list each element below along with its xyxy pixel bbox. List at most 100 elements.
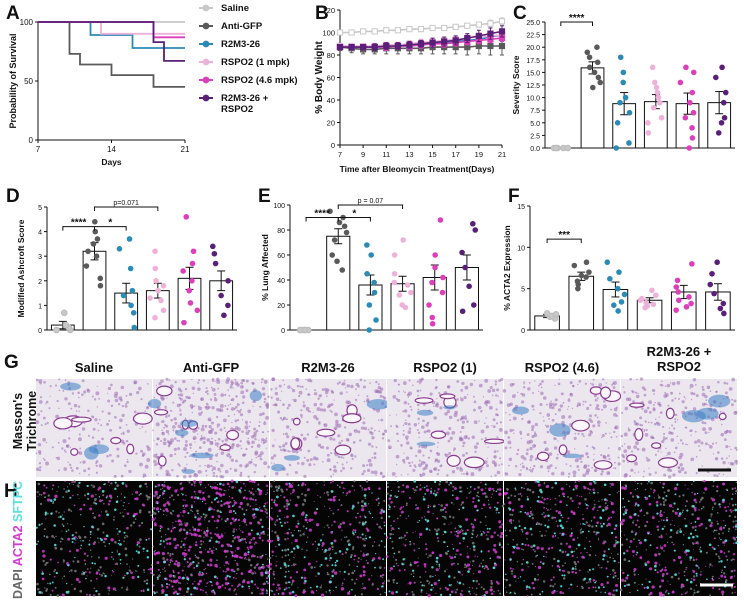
- acta2-speck: [451, 543, 454, 545]
- tissue-speck: [543, 396, 547, 400]
- tissue-speck: [329, 437, 333, 441]
- tissue-speck: [521, 462, 524, 465]
- dapi-speck: [338, 498, 341, 501]
- acta2-speck: [271, 550, 274, 554]
- tissue-speck: [565, 463, 568, 465]
- tissue-speck: [146, 458, 151, 462]
- tissue-speck: [208, 430, 213, 434]
- sftpc-speck: [80, 514, 82, 516]
- tissue-speck: [58, 378, 61, 381]
- acta2-speck: [193, 479, 196, 483]
- tissue-speck: [354, 398, 358, 402]
- acta2-speck: [438, 503, 440, 506]
- acta2-speck: [430, 491, 433, 495]
- tissue-speck: [532, 467, 535, 470]
- sftpc-speck: [392, 533, 394, 535]
- dapi-speck: [550, 508, 552, 510]
- data-point-antigfp: [336, 219, 343, 226]
- legend-marker-combo: [202, 94, 210, 102]
- acta2-speck: [241, 520, 243, 522]
- tissue-speck: [273, 454, 277, 458]
- dapi-speck: [323, 481, 325, 483]
- acta2-speck: [172, 579, 176, 584]
- tissue-speck: [299, 385, 302, 388]
- dapi-speck: [521, 548, 523, 551]
- tissue-speck: [318, 394, 322, 398]
- acta2-speck: [291, 579, 295, 583]
- acta2-speck: [259, 555, 263, 559]
- tissue-speck: [152, 429, 154, 432]
- acta2-speck: [559, 591, 563, 594]
- sftpc-speck: [424, 486, 426, 489]
- tissue-speck: [554, 398, 558, 402]
- sftpc-speck: [197, 512, 199, 515]
- data-point-combo: [470, 220, 476, 227]
- dapi-speck: [329, 553, 332, 555]
- acta2-speck: [184, 523, 188, 527]
- tissue-speck: [720, 432, 725, 437]
- dapi-speck: [490, 585, 493, 589]
- tissue-speck: [589, 430, 592, 433]
- tissue-speck: [187, 397, 190, 400]
- x-tick-label: 7: [338, 150, 342, 159]
- dapi-speck: [574, 562, 577, 566]
- tissue-speck: [694, 430, 697, 433]
- tissue-speck: [663, 473, 667, 477]
- sftpc-speck: [156, 576, 159, 579]
- acta2-speck: [333, 539, 337, 543]
- dapi-speck: [288, 559, 291, 561]
- tissue-speck: [689, 383, 694, 388]
- tissue-speck: [352, 441, 356, 444]
- acta2-speck: [204, 567, 207, 570]
- data-point-r2m3: [366, 327, 373, 333]
- tissue-speck: [606, 471, 611, 476]
- tissue-speck: [174, 380, 177, 384]
- sftpc-speck: [117, 533, 119, 535]
- tissue-speck: [240, 447, 243, 450]
- dapi-speck: [415, 504, 418, 507]
- dapi-speck: [283, 505, 286, 508]
- data-point-antigfp: [584, 49, 591, 56]
- acta2-speck: [494, 550, 498, 554]
- tissue-speck: [477, 405, 482, 410]
- acta2-speck: [267, 564, 271, 569]
- tissue-speck: [197, 379, 201, 382]
- dapi-speck: [58, 511, 60, 514]
- tissue-speck: [607, 447, 610, 449]
- sftpc-speck: [136, 543, 139, 546]
- tissue-speck: [69, 466, 73, 469]
- y-tick-label: 100: [273, 203, 285, 210]
- sftpc-speck: [233, 500, 235, 502]
- sftpc-speck: [116, 551, 118, 553]
- tissue-speck: [532, 408, 535, 411]
- tissue-speck: [473, 408, 476, 412]
- data-point-rspo2_46: [190, 248, 197, 255]
- sftpc-speck: [471, 536, 473, 539]
- trichrome-row: [35, 377, 738, 479]
- acta2-speck: [412, 532, 414, 534]
- acta2-speck: [426, 592, 428, 595]
- dapi-speck: [153, 550, 156, 553]
- dapi-speck: [301, 548, 303, 550]
- acta2-speck: [496, 555, 500, 559]
- dapi-speck: [100, 480, 102, 482]
- dapi-speck: [551, 516, 554, 520]
- dapi-speck: [477, 486, 480, 489]
- tissue-speck: [495, 422, 499, 425]
- tissue-speck: [623, 391, 626, 394]
- tissue-speck: [540, 386, 543, 389]
- bar-group-combo: [454, 220, 479, 331]
- dapi-speck: [259, 518, 263, 522]
- tissue-speck: [462, 444, 465, 448]
- dapi-speck: [167, 527, 170, 531]
- sftpc-speck: [481, 565, 484, 568]
- tissue-speck: [245, 389, 249, 393]
- tissue-speck: [488, 405, 493, 410]
- tissue-speck: [229, 467, 232, 470]
- tissue-speck: [444, 453, 447, 456]
- tissue-speck: [436, 452, 441, 457]
- sftpc-speck: [409, 540, 411, 543]
- column-header-rspo2_1: RSPO2 (1): [413, 360, 477, 375]
- tissue-speck: [219, 408, 224, 413]
